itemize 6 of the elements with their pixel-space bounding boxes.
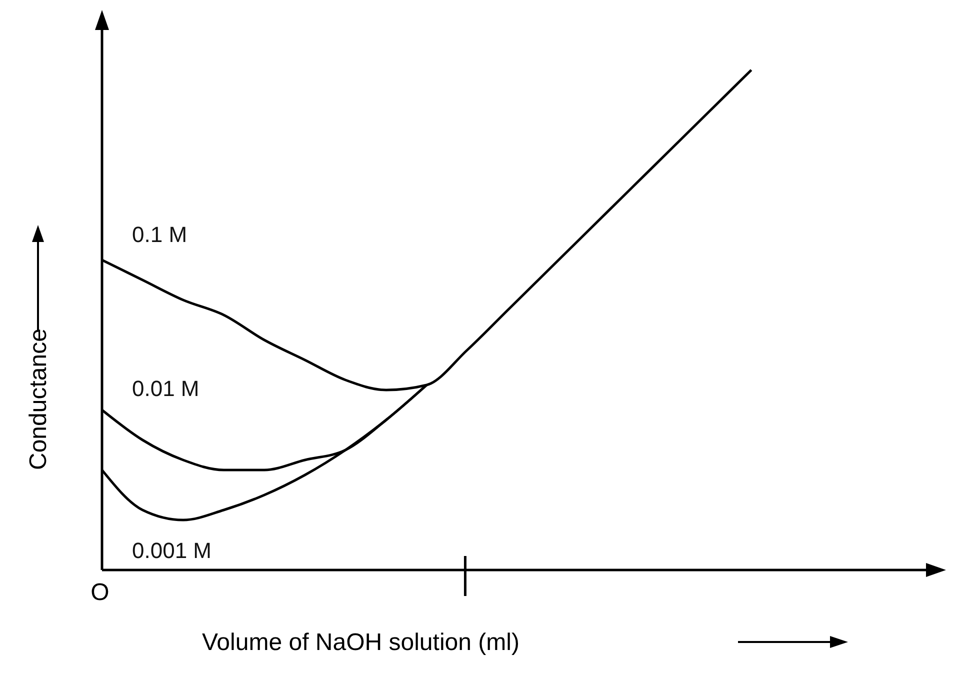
x-axis-title: Volume of NaOH solution (ml) — [202, 629, 520, 656]
y-axis-title: Conductance — [25, 328, 52, 470]
text: O — [90, 579, 110, 606]
series-label: 0.1 M — [132, 222, 188, 247]
series-label: 0.001 M — [132, 538, 212, 563]
series-label: 0.01 M — [132, 376, 200, 401]
